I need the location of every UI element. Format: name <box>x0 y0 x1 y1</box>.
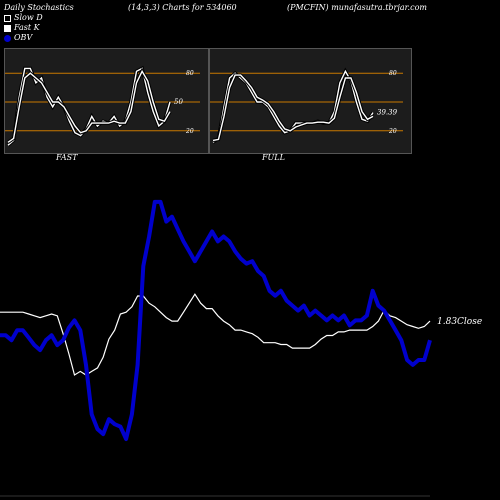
series-line-slow-d <box>7 69 171 143</box>
header-chart-info: (14,3,3) Charts for 534060 <box>128 3 237 12</box>
last-value-label: 39.39 <box>377 109 398 117</box>
legend-item-slow-d: Slow D <box>4 13 43 23</box>
series-line-full-k <box>212 69 374 143</box>
obv-swatch-icon <box>4 34 11 42</box>
series-outline-0 <box>212 67 375 144</box>
legend-label-obv: OBV <box>14 33 33 42</box>
legend-label-slow-d: Slow D <box>14 13 43 22</box>
y-tick-label-20: 20 <box>388 128 397 135</box>
fast-stochastic-chart: 20 80 50 <box>5 65 200 147</box>
fast-stochastic-panel: 20 80 50 <box>4 48 209 154</box>
y-tick-label-20: 20 <box>185 128 194 135</box>
legend: Slow D Fast K OBV <box>4 13 43 43</box>
close-series-line <box>0 293 431 376</box>
fast-k-swatch-icon <box>4 24 11 32</box>
legend-label-fast-k: Fast K <box>14 23 40 32</box>
series-line-full-d <box>212 74 374 142</box>
header-site: (PMCFIN) munafasutra.tbrjar.com <box>287 3 427 12</box>
header-title: Daily Stochastics <box>4 3 74 12</box>
close-last-value-label: 1.83Close <box>437 317 482 327</box>
legend-item-obv: OBV <box>4 33 43 43</box>
y-tick-label-80: 80 <box>389 70 397 77</box>
slow-d-swatch-icon <box>4 14 11 22</box>
obv-close-chart: 1.83Close <box>0 199 482 497</box>
full-stochastic-chart: 20 80 39.39 <box>210 67 403 144</box>
last-value-label: 50 <box>174 98 183 106</box>
obv-series-line <box>0 199 432 441</box>
panel-label-fast: FAST <box>56 153 78 162</box>
panel-label-full: FULL <box>262 153 285 162</box>
y-tick-label-80: 80 <box>186 70 194 77</box>
legend-item-fast-k: Fast K <box>4 23 43 33</box>
full-stochastic-panel: 20 80 39.39 <box>209 48 412 154</box>
